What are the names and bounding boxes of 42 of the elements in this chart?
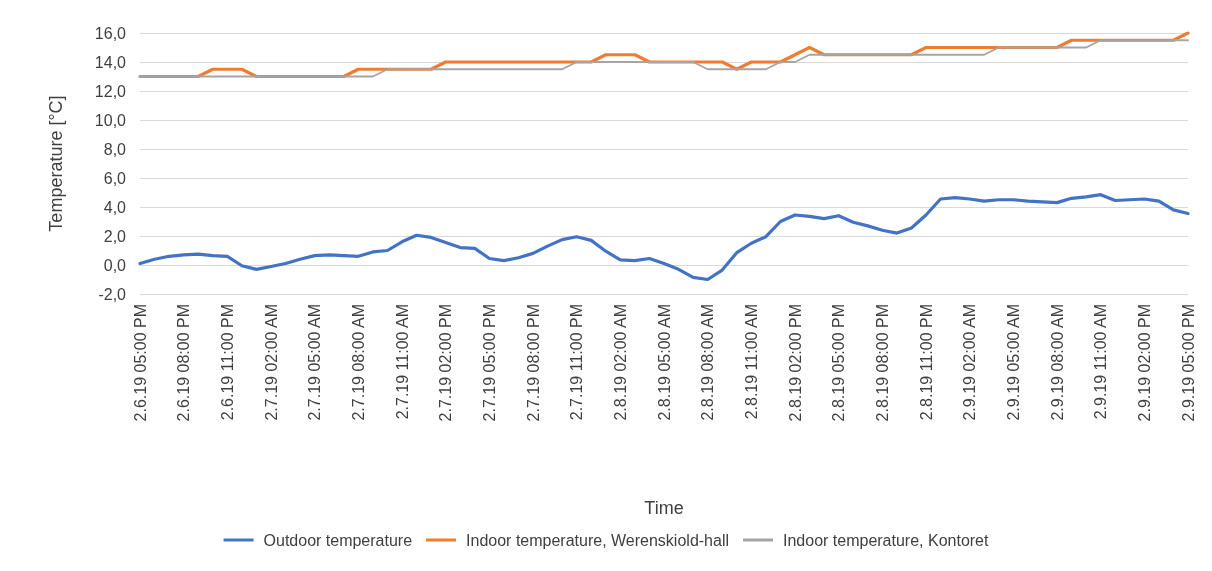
x-tick-label: 2.9.19 08:00 AM bbox=[1048, 304, 1066, 421]
x-tick-label: 2.7.19 05:00 AM bbox=[306, 304, 324, 421]
x-tick-label: 2.6.19 08:00 PM bbox=[175, 304, 193, 422]
x-tick-label: 2.6.19 11:00 PM bbox=[218, 304, 236, 421]
y-tick-label: 14,0 bbox=[94, 53, 127, 71]
x-tick-label: 2.7.19 08:00 AM bbox=[349, 304, 367, 421]
line-series bbox=[139, 39, 1189, 78]
x-tick-label: 2.9.19 11:00 AM bbox=[1092, 304, 1110, 420]
x-tick-label: 2.9.19 02:00 PM bbox=[1135, 304, 1153, 422]
y-tick-label: 12,0 bbox=[94, 82, 127, 100]
x-tick-label: 2.7.19 05:00 PM bbox=[480, 304, 498, 422]
x-tick-label: 2.7.19 02:00 PM bbox=[437, 304, 455, 422]
y-axis-title: Temperature [°C] bbox=[46, 95, 66, 232]
x-tick-label: 2.7.19 11:00 AM bbox=[393, 304, 411, 420]
x-tick-label: 2.8.19 11:00 AM bbox=[742, 304, 760, 420]
x-tick-label: 2.7.19 02:00 AM bbox=[262, 304, 280, 421]
y-tick-label: 8,0 bbox=[103, 140, 127, 158]
line-series bbox=[138, 193, 1190, 282]
y-tick-label: 0,0 bbox=[103, 256, 127, 274]
x-tick-label: 2.8.19 08:00 AM bbox=[699, 304, 717, 421]
y-tick-label: 4,0 bbox=[103, 198, 127, 216]
x-tick-label: 2.6.19 05:00 PM bbox=[131, 304, 149, 422]
x-tick-label: 2.9.19 02:00 AM bbox=[961, 304, 979, 421]
legend-label: Outdoor temperature bbox=[263, 531, 413, 549]
x-tick-label: 2.7.19 08:00 PM bbox=[524, 304, 542, 422]
legend-label: Indoor temperature, Kontoret bbox=[783, 531, 990, 549]
x-tick-label: 2.9.19 05:00 PM bbox=[1179, 304, 1197, 422]
x-tick-label: 2.8.19 05:00 PM bbox=[830, 304, 848, 422]
x-tick-label: 2.8.19 02:00 PM bbox=[786, 304, 804, 422]
x-tick-label: 2.8.19 08:00 PM bbox=[873, 304, 891, 422]
y-tick-label: 6,0 bbox=[103, 169, 127, 187]
x-tick-label: 2.9.19 05:00 AM bbox=[1004, 304, 1022, 421]
legend-label: Indoor temperature, Werenskiold-hall bbox=[466, 531, 730, 549]
x-tick-label: 2.7.19 11:00 PM bbox=[568, 304, 586, 421]
y-tick-label: 2,0 bbox=[103, 227, 127, 245]
x-tick-label: 2.8.19 05:00 AM bbox=[655, 304, 673, 421]
x-tick-label: 2.8.19 02:00 AM bbox=[611, 304, 629, 421]
y-tick-label: -2,0 bbox=[98, 285, 127, 303]
x-axis-title: Time bbox=[644, 498, 684, 518]
x-tick-label: 2.8.19 11:00 PM bbox=[917, 304, 935, 421]
y-tick-label: 16,0 bbox=[94, 24, 127, 42]
y-tick-label: 10,0 bbox=[94, 111, 127, 129]
